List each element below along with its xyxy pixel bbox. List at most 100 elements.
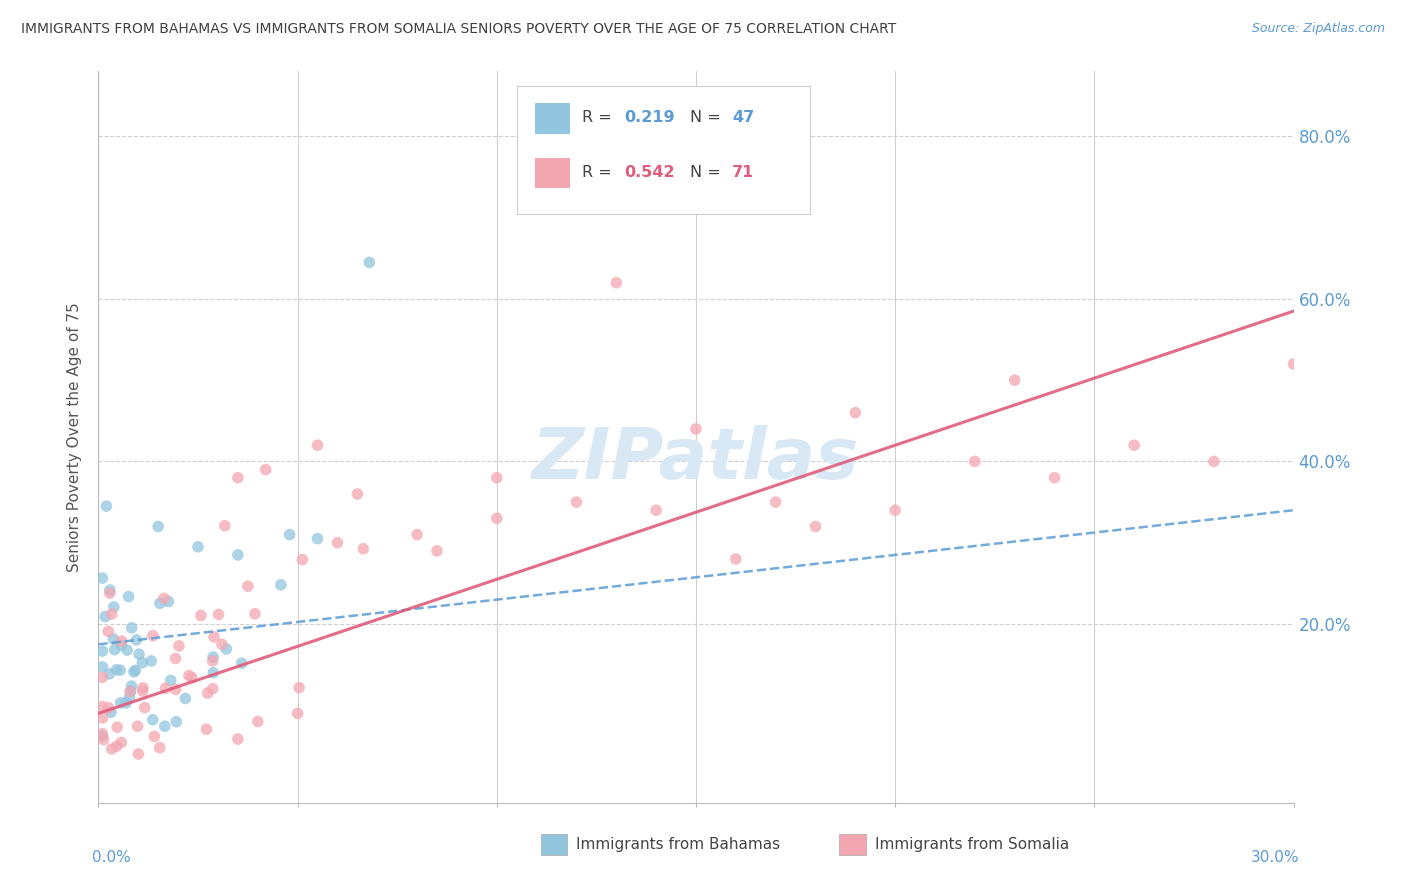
Point	[105, 720, 128, 734]
Point	[1004, 373, 1026, 387]
Text: N =: N =	[690, 165, 725, 180]
Text: Immigrants from Somalia: Immigrants from Somalia	[876, 837, 1070, 852]
Point	[231, 656, 253, 670]
Text: Immigrants from Bahamas: Immigrants from Bahamas	[576, 837, 780, 852]
Point	[326, 535, 349, 549]
Point	[187, 540, 209, 554]
Point	[108, 663, 131, 677]
Point	[226, 471, 249, 485]
Point	[94, 609, 117, 624]
Point	[127, 719, 149, 733]
Point	[125, 632, 148, 647]
Point	[127, 747, 149, 761]
Point	[103, 632, 125, 646]
Point	[105, 739, 128, 753]
Point	[149, 740, 172, 755]
Point	[98, 667, 121, 681]
Point	[426, 544, 449, 558]
Point	[110, 735, 132, 749]
Point	[149, 596, 172, 610]
Text: N =: N =	[690, 110, 725, 125]
Point	[359, 255, 381, 269]
Point	[804, 519, 827, 533]
Text: R =: R =	[582, 110, 617, 125]
Point	[167, 639, 190, 653]
Text: 47: 47	[733, 110, 754, 125]
Point	[97, 701, 120, 715]
Point	[165, 714, 187, 729]
Point	[115, 643, 138, 657]
Point	[98, 582, 121, 597]
Bar	[534, 103, 571, 134]
Point	[645, 503, 668, 517]
Point	[963, 454, 986, 468]
Point	[103, 600, 125, 615]
Point	[143, 730, 166, 744]
Point	[1282, 357, 1305, 371]
Point	[202, 650, 225, 665]
Point	[153, 719, 176, 733]
Point	[1043, 471, 1066, 485]
Point	[485, 471, 508, 485]
Text: 71: 71	[733, 165, 754, 180]
Point	[177, 668, 200, 682]
Point	[254, 462, 277, 476]
Point	[165, 651, 187, 665]
Point	[565, 495, 588, 509]
Point	[100, 742, 122, 756]
Text: Source: ZipAtlas.com: Source: ZipAtlas.com	[1251, 22, 1385, 36]
Point	[91, 670, 114, 684]
Point	[98, 586, 121, 600]
Point	[97, 624, 120, 639]
Y-axis label: Seniors Poverty Over the Age of 75: Seniors Poverty Over the Age of 75	[67, 302, 83, 572]
Point	[226, 732, 249, 747]
Point	[142, 629, 165, 643]
Bar	[839, 833, 866, 855]
Point	[118, 690, 141, 704]
Text: 0.0%: 0.0%	[93, 850, 131, 865]
Bar	[534, 158, 571, 188]
Point	[243, 607, 266, 621]
Point	[174, 691, 197, 706]
Point	[270, 578, 292, 592]
Point	[605, 276, 627, 290]
Point	[121, 621, 143, 635]
Point	[91, 727, 114, 741]
Point	[226, 548, 249, 562]
Point	[685, 422, 707, 436]
Point	[278, 527, 301, 541]
Point	[180, 671, 202, 685]
Point	[157, 594, 180, 608]
Point	[291, 552, 314, 566]
Point	[96, 499, 118, 513]
Point	[202, 665, 225, 680]
Point	[1202, 454, 1225, 468]
Point	[190, 608, 212, 623]
Point	[201, 681, 224, 696]
Point	[287, 706, 309, 721]
Point	[120, 684, 142, 698]
Point	[131, 684, 153, 698]
Text: ZIPatlas: ZIPatlas	[533, 425, 859, 493]
FancyBboxPatch shape	[517, 86, 810, 214]
Point	[485, 511, 508, 525]
Point	[236, 579, 259, 593]
Point	[352, 541, 374, 556]
Point	[110, 638, 132, 652]
Point	[307, 438, 329, 452]
Point	[159, 673, 181, 688]
Point	[131, 656, 153, 670]
Point	[91, 571, 114, 585]
Point	[765, 495, 787, 509]
Point	[91, 644, 114, 658]
Point	[91, 660, 114, 674]
Point	[122, 665, 145, 679]
Point	[346, 487, 368, 501]
Point	[128, 647, 150, 661]
Point	[215, 642, 238, 657]
Point	[214, 518, 236, 533]
Point	[307, 532, 329, 546]
Point	[124, 664, 146, 678]
Point	[246, 714, 269, 729]
Point	[120, 684, 142, 698]
